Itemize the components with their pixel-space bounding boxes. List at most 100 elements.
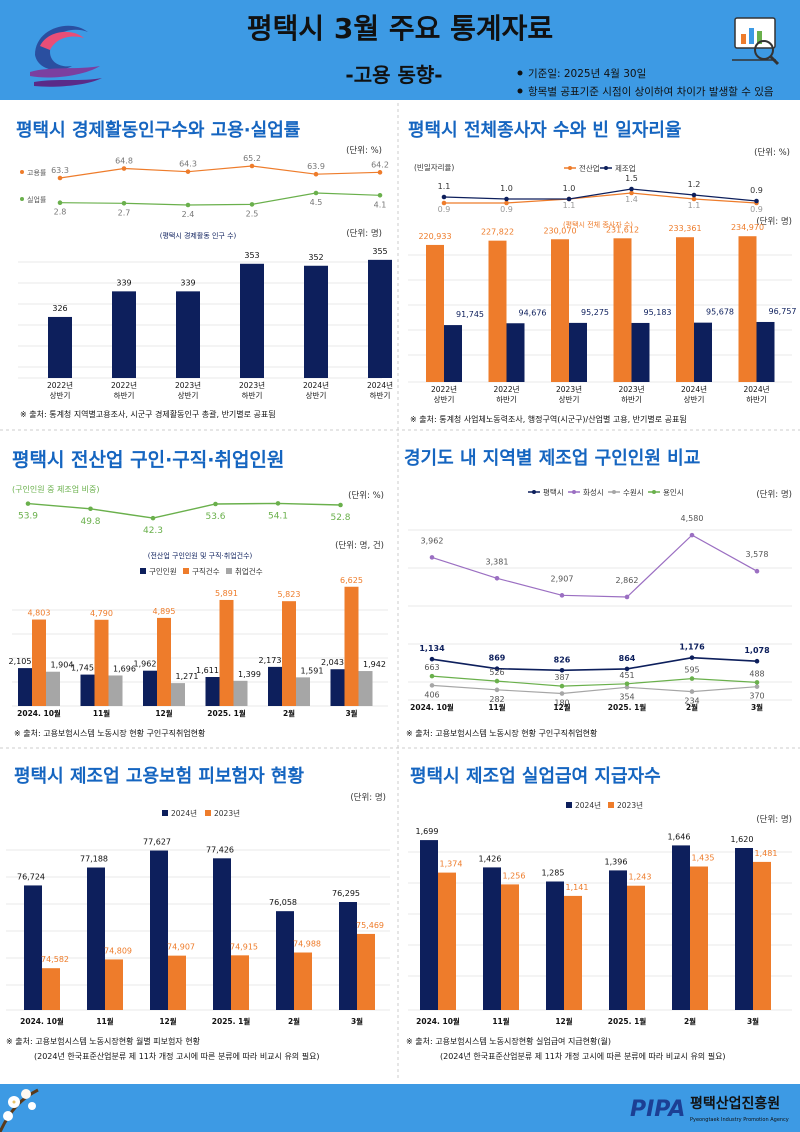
bar — [735, 848, 753, 1010]
tick-label: 2월 — [686, 702, 698, 712]
data-label: 0.9 — [750, 205, 763, 214]
data-point — [150, 515, 156, 521]
data-label: 1,176 — [679, 643, 705, 652]
axis-caption: (빈일자리율) — [414, 163, 454, 172]
bar — [240, 263, 264, 378]
panel-job-seekers: 평택시 전산업 구인·구직·취업인원 (구인인원 중 제조업 비중) (단위: … — [9, 449, 388, 738]
legend-marker — [162, 810, 168, 816]
data-label: 91,745 — [456, 310, 484, 319]
data-point — [691, 192, 697, 198]
bar — [506, 323, 525, 382]
legend: 2024년 2023년 — [162, 808, 240, 818]
data-point — [691, 196, 697, 202]
data-point — [559, 683, 565, 689]
data-label: 4,790 — [90, 609, 113, 618]
data-label: 526 — [489, 668, 504, 677]
legend-marker — [566, 802, 572, 808]
tick-label: 12월 — [155, 708, 172, 718]
data-label: 1,611 — [196, 666, 219, 675]
data-label: 1.1 — [688, 201, 701, 210]
bar — [80, 674, 95, 706]
tick-label: 상반기 — [178, 390, 199, 400]
data-point — [689, 689, 695, 694]
data-label: 869 — [489, 654, 506, 663]
bar — [358, 671, 373, 706]
bar — [143, 670, 157, 706]
bar — [219, 599, 234, 706]
data-point — [249, 163, 255, 169]
data-label: 4.1 — [374, 200, 387, 209]
legend-label: 제조업 — [615, 164, 636, 173]
bar — [231, 955, 249, 1010]
data-point — [57, 200, 63, 206]
legend-label: 구직건수 — [192, 566, 220, 576]
data-label: 234,970 — [731, 223, 764, 232]
bar — [150, 850, 168, 1010]
data-label: 0.9 — [500, 205, 513, 214]
data-label: 1,435 — [692, 854, 715, 863]
legend-label: 2024년 — [575, 800, 601, 810]
bar — [690, 866, 708, 1010]
tick-label: 2024년 — [681, 384, 707, 394]
legend-label: 평택시 — [543, 487, 564, 497]
bar — [483, 867, 501, 1010]
bar — [213, 858, 231, 1010]
data-label: 2,043 — [321, 658, 344, 667]
chart-caption: (평택시 전체 종사자 수) — [563, 220, 633, 229]
tick-label: 2023년 — [175, 380, 201, 390]
data-label: 1,256 — [503, 871, 526, 880]
data-label: 1,141 — [566, 883, 589, 892]
data-label: 5,891 — [215, 589, 238, 598]
data-label: 1,399 — [238, 670, 261, 679]
legend-marker — [226, 568, 232, 574]
data-label: 1,646 — [668, 832, 691, 841]
legend-label: 용인시 — [663, 487, 684, 497]
data-label: 74,582 — [41, 955, 69, 964]
bar — [357, 933, 375, 1010]
data-label: 3,381 — [486, 557, 509, 566]
bar — [438, 872, 456, 1010]
tick-label: 2022년 — [494, 384, 520, 394]
panel-total-workers: 평택시 전체종사자 수와 빈 일자리율 (단위: %) (빈일자리율) 전산업 제… — [408, 120, 797, 424]
tick-label: 2024. 10월 — [410, 702, 454, 712]
data-label: 1.2 — [688, 180, 701, 189]
tick-label: 2024. 10월 — [416, 1016, 460, 1026]
data-label: 64.2 — [371, 160, 389, 169]
unit-label: (단위: 명) — [756, 216, 792, 227]
data-label: 54.1 — [268, 511, 288, 521]
data-label: 75,469 — [356, 921, 384, 930]
bar — [87, 867, 105, 1010]
chart-caption: (전산업 구인인원 및 구직·취업건수) — [148, 551, 253, 560]
bar — [426, 244, 444, 382]
unit-label: (단위: 명) — [346, 228, 382, 239]
footer-org-name: 평택산업진흥원 — [690, 1095, 780, 1112]
legend-label: 2023년 — [617, 800, 643, 810]
tick-label: 2024. 10월 — [20, 1016, 64, 1026]
data-label: 95,678 — [706, 308, 734, 317]
bar — [46, 671, 60, 706]
data-label: 3,962 — [421, 536, 444, 545]
bar — [551, 239, 569, 382]
tick-label: 2024년 — [367, 380, 393, 390]
data-label: 76,058 — [269, 898, 297, 907]
data-label: 233,361 — [668, 224, 701, 233]
data-point — [566, 196, 572, 202]
tick-label: 3월 — [345, 708, 357, 718]
data-point — [624, 684, 630, 690]
job-seekers-bar-chart: 2,105 1,745 1,962 1,611 2,173 2,043 4,803 4,790… — [9, 576, 388, 718]
tick-label: 2023년 — [619, 384, 645, 394]
tick-label: 12월 — [159, 1016, 176, 1026]
ratio-line — [27, 502, 341, 519]
bar — [738, 236, 757, 382]
data-point — [185, 202, 191, 208]
data-label: 387 — [554, 673, 569, 682]
data-label: 74,809 — [104, 946, 132, 955]
panel-economic-activity: 평택시 경제활동인구수와 고용·실업률 (단위: %) 고용률 63.3 64.8 6… — [16, 120, 393, 419]
data-label: 94,676 — [519, 308, 547, 317]
tick-label: 상반기 — [434, 394, 455, 404]
data-point — [689, 655, 695, 660]
bar — [613, 238, 632, 382]
tick-label: 2025. 1월 — [608, 702, 647, 712]
source-note: ※ 출처: 고용보험시스템 노동시장현황 월별 피보험자 현황 — [6, 1036, 201, 1046]
tick-label: 2025. 1월 — [207, 708, 246, 718]
